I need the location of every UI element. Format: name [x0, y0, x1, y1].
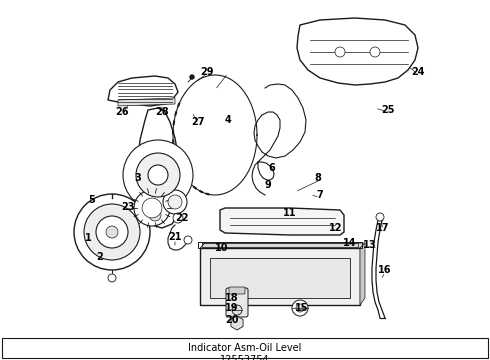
Circle shape [145, 205, 165, 225]
Polygon shape [118, 98, 175, 106]
Circle shape [292, 300, 308, 316]
Polygon shape [231, 316, 243, 330]
Circle shape [163, 190, 187, 214]
Text: 7: 7 [317, 190, 323, 200]
Circle shape [168, 195, 182, 209]
Text: 12553754: 12553754 [220, 355, 270, 360]
Text: 4: 4 [224, 115, 231, 125]
Text: 14: 14 [343, 238, 357, 248]
Circle shape [184, 236, 192, 244]
Text: 9: 9 [265, 180, 271, 190]
Circle shape [136, 153, 180, 197]
Text: 17: 17 [376, 223, 390, 233]
Text: 22: 22 [175, 213, 189, 223]
Circle shape [108, 274, 116, 282]
Circle shape [134, 190, 170, 226]
Circle shape [190, 75, 194, 79]
Text: 1: 1 [85, 233, 91, 243]
Text: 2: 2 [97, 252, 103, 262]
Text: 29: 29 [200, 67, 214, 77]
Polygon shape [360, 243, 365, 305]
Text: 25: 25 [381, 105, 395, 115]
Text: 16: 16 [378, 265, 392, 275]
Text: 6: 6 [269, 163, 275, 173]
Text: 24: 24 [411, 67, 425, 77]
Text: 18: 18 [225, 293, 239, 303]
Text: 28: 28 [155, 107, 169, 117]
Text: 23: 23 [121, 202, 135, 212]
Circle shape [173, 213, 183, 223]
Polygon shape [200, 243, 365, 248]
Circle shape [142, 198, 162, 218]
Text: 21: 21 [168, 232, 182, 242]
Circle shape [376, 213, 384, 221]
Text: Indicator Asm-Oil Level: Indicator Asm-Oil Level [188, 343, 302, 353]
FancyBboxPatch shape [2, 338, 488, 358]
Text: 11: 11 [283, 208, 297, 218]
Text: 15: 15 [295, 303, 309, 313]
Circle shape [149, 209, 161, 221]
Polygon shape [138, 108, 180, 228]
FancyBboxPatch shape [226, 288, 248, 317]
Text: 13: 13 [363, 240, 377, 250]
Text: 8: 8 [315, 173, 321, 183]
Circle shape [148, 165, 168, 185]
Circle shape [106, 226, 118, 238]
Circle shape [335, 47, 345, 57]
Circle shape [74, 194, 150, 270]
Text: 3: 3 [135, 173, 142, 183]
Text: 19: 19 [225, 303, 239, 313]
Text: 5: 5 [89, 195, 96, 205]
Circle shape [96, 216, 128, 248]
Text: 20: 20 [225, 315, 239, 325]
Circle shape [232, 305, 242, 315]
FancyBboxPatch shape [200, 248, 360, 305]
FancyBboxPatch shape [229, 287, 245, 294]
FancyBboxPatch shape [210, 258, 350, 298]
Circle shape [84, 204, 140, 260]
Circle shape [296, 304, 304, 312]
Text: 12: 12 [329, 223, 343, 233]
Polygon shape [220, 208, 344, 235]
Polygon shape [108, 76, 178, 106]
Text: 10: 10 [215, 243, 229, 253]
Circle shape [123, 140, 193, 210]
Text: 26: 26 [115, 107, 129, 117]
Text: 27: 27 [191, 117, 205, 127]
Polygon shape [297, 18, 418, 85]
Circle shape [370, 47, 380, 57]
